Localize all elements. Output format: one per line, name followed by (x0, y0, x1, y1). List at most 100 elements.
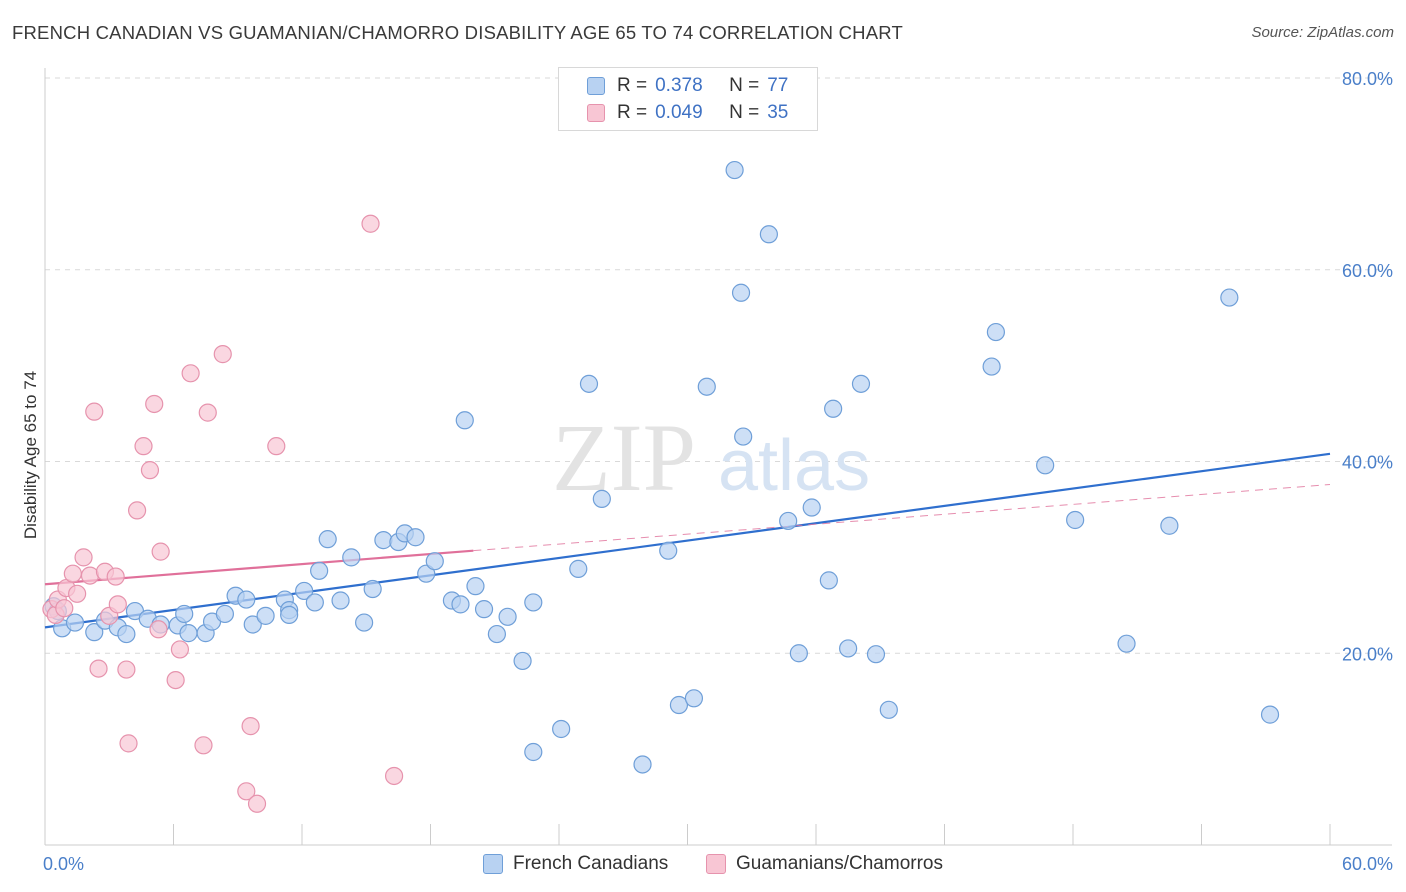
guamanian-point (108, 595, 127, 614)
french-canadian-point (237, 590, 256, 609)
guamanian-point (149, 620, 168, 639)
legend-r-value: 0.378 (655, 75, 703, 96)
french-canadian-point (466, 577, 485, 596)
french-canadian-point (819, 571, 838, 590)
legend-swatch-pink (706, 854, 726, 874)
french-canadian-point (669, 695, 689, 715)
legend-n-label: N = (729, 75, 760, 96)
french-canadian-point (789, 644, 808, 663)
legend-item-french-canadians: French Canadians (483, 852, 668, 876)
guamanian-point (145, 394, 164, 414)
french-canadian-point (725, 160, 744, 180)
guamanian-point (68, 584, 87, 603)
french-canadian-point (374, 531, 393, 550)
french-canadian-point (633, 755, 652, 774)
y-tick-label: 80.0% (1342, 69, 1393, 89)
french-canadian-point (731, 283, 751, 302)
guamanian-point (237, 782, 256, 801)
guamanian-point (55, 599, 74, 618)
guamanian-point (127, 501, 147, 520)
french-canadian-point (982, 357, 1001, 376)
french-canadian-point (1066, 510, 1085, 530)
guamanian-point (80, 566, 100, 585)
legend-n-value: 35 (767, 102, 789, 123)
y-tick-label: 60.0% (1342, 261, 1393, 281)
legend-swatch-blue (483, 854, 503, 874)
chart-title: FRENCH CANADIAN VS GUAMANIAN/CHAMORRO DI… (12, 22, 903, 43)
french-canadian-point (417, 564, 436, 583)
legend-n-label: N = (729, 102, 760, 123)
french-canadian-point (85, 623, 104, 642)
watermark: ZIP atlas (552, 404, 870, 511)
legend-row-french-canadians: R = 0.378 N = 77 (587, 73, 788, 99)
y-tick-label: 20.0% (1342, 644, 1393, 664)
french-canadian-point (175, 604, 194, 624)
legend-swatch-pink (587, 104, 605, 122)
guamanian-point (140, 461, 160, 480)
french-canadian-point (305, 593, 324, 612)
french-canadian-point (592, 489, 611, 508)
legend-r-label: R = (617, 75, 648, 96)
y-tick-label: 40.0% (1342, 453, 1393, 473)
french-canadian-point (839, 639, 858, 658)
french-canadian-point (1260, 705, 1280, 724)
french-canadian-point (684, 689, 704, 708)
french-canadian-point (406, 528, 425, 547)
y-axis-label: Disability Age 65 to 74 (21, 371, 40, 539)
guamanian-point (89, 659, 108, 678)
axis-layer: 20.0% 40.0% 60.0% 80.0% 0.0% 60.0% (43, 68, 1393, 874)
french-canadian-point (1117, 634, 1136, 653)
french-canadian-point (824, 399, 843, 418)
french-canadian-point (215, 604, 234, 624)
guamanian-point (361, 214, 380, 233)
french-canadian-point (243, 615, 262, 634)
french-canadian-point (425, 552, 444, 571)
guamanian-point (247, 794, 267, 813)
french-canadian-point (552, 719, 571, 739)
x-tick-label-max: 60.0% (1342, 854, 1393, 874)
french-canadian-point (866, 645, 886, 664)
french-canadian-point (455, 411, 474, 430)
guamanian-trendline-extension (473, 484, 1331, 552)
french-canadian-point (256, 606, 275, 625)
french-canadian-point (451, 595, 470, 614)
french-canadian-point (117, 624, 136, 644)
french-canadian-point (524, 593, 543, 612)
legend-r-value: 0.049 (655, 102, 703, 123)
guamanian-point (267, 437, 286, 456)
french-canadian-point (579, 374, 599, 393)
guamanian-point (151, 542, 170, 561)
guamanian-point (106, 567, 125, 586)
grid-layer (45, 77, 1392, 654)
french-canadian-point (295, 581, 314, 601)
french-canadian-point (1220, 288, 1239, 307)
french-canadian-point (331, 591, 350, 610)
french-canadian-point (1160, 516, 1179, 535)
guamanian-point (85, 402, 104, 421)
french-canadian-point (318, 530, 337, 549)
french-canadian-point (524, 742, 543, 762)
correlation-legend: R = 0.378 N = 77 R = 0.049 N = 35 (558, 67, 818, 131)
french-canadian-point (734, 427, 753, 446)
points-layer (42, 160, 1280, 813)
watermark-zip: ZIP (552, 404, 696, 511)
legend-n-value: 77 (767, 75, 789, 96)
guamanian-point (119, 734, 138, 753)
french-canadian-point (697, 377, 716, 396)
french-canadian-point (65, 613, 85, 632)
french-canadian-point (280, 605, 299, 625)
legend-label-french-canadians: French Canadians (513, 853, 669, 874)
french-canadian-point (363, 579, 382, 599)
x-tick-label-min: 0.0% (43, 854, 84, 874)
french-canadian-point (1036, 456, 1055, 475)
legend-label-guamanians: Guamanians/Chamorros (736, 853, 943, 874)
french-canadian-point (569, 559, 588, 578)
french-canadian-point (487, 624, 506, 644)
french-canadian-point (498, 607, 517, 626)
french-canadian-point (779, 511, 798, 531)
guamanian-point (117, 660, 136, 679)
guamanian-point (63, 564, 82, 583)
french-canadian-point (802, 498, 821, 517)
french-canadian-trendline (44, 452, 1331, 629)
